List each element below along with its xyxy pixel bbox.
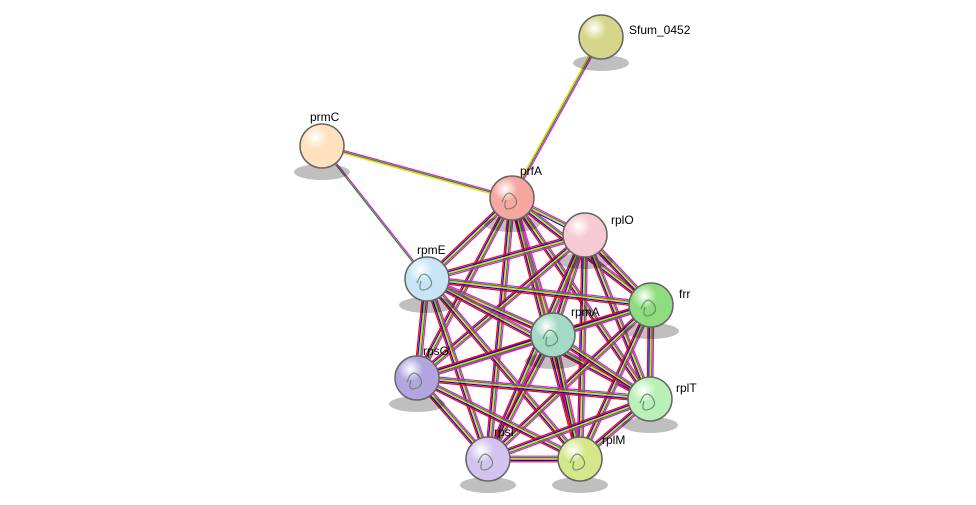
node-label: rpmE [417, 243, 446, 257]
node-prfA[interactable] [490, 176, 534, 220]
node-label: rplT [676, 381, 697, 395]
node-label: frr [679, 287, 690, 301]
node-prmC[interactable] [300, 124, 344, 168]
node-rpmE[interactable] [405, 257, 449, 301]
edge [322, 147, 512, 199]
node-rplM[interactable] [558, 437, 602, 481]
node-rpmA[interactable] [531, 313, 575, 357]
node-rpsG[interactable] [395, 356, 439, 400]
edge [322, 146, 512, 198]
node-label: rplO [611, 213, 634, 227]
node-rpsI[interactable] [466, 437, 510, 481]
node-label: Sfum_0452 [629, 23, 691, 37]
node-Sfum_0452[interactable] [579, 15, 623, 59]
node-label: prmC [310, 110, 340, 124]
node-rplT[interactable] [628, 377, 672, 421]
protein-network-graph: Sfum_0452prmCprfArplOrpmEfrrrpmArpsGrplT… [0, 0, 976, 505]
node-frr[interactable] [629, 283, 673, 327]
edge [322, 145, 512, 197]
node-rplO[interactable] [563, 213, 607, 257]
edges-layer [321, 36, 653, 461]
